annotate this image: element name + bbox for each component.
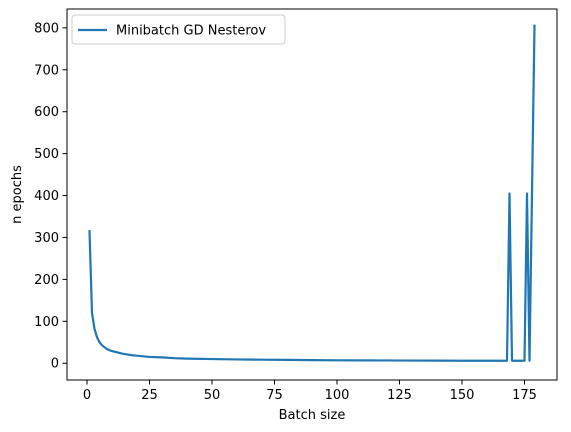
legend-box (71, 14, 286, 45)
axes: 0 25 50 75 100 125 150 175 0 100 200 300 400 500 600 70… (34, 8, 558, 403)
legend-label-series: Minibatch GD Nesterov (116, 24, 266, 39)
x-tick-label: 75 (266, 388, 283, 403)
y-tick-label: 0 (51, 357, 59, 372)
plot-area (88, 24, 536, 362)
y-tick-label: 800 (34, 21, 59, 36)
y-tick-label: 200 (34, 273, 59, 288)
x-tick-label: 0 (83, 388, 91, 403)
y-axis-label: n epochs (10, 165, 25, 224)
y-tick-label: 700 (34, 63, 59, 78)
x-axis-label: Batch size (279, 408, 346, 423)
plot-frame (66, 8, 558, 381)
y-tick-label: 300 (34, 231, 59, 246)
series-line-0 (88, 24, 536, 362)
y-tick-label: 400 (34, 189, 59, 204)
x-tick-label: 100 (325, 388, 350, 403)
x-tick-label: 25 (141, 388, 158, 403)
y-tick-label: 600 (34, 105, 59, 120)
y-tick-label: 500 (34, 147, 59, 162)
x-tick-label: 50 (204, 388, 221, 403)
y-tick-label: 100 (34, 315, 59, 330)
x-tick-label: 125 (387, 388, 412, 403)
x-tick-label: 150 (450, 388, 475, 403)
x-tick-label: 175 (512, 388, 537, 403)
legend: Minibatch GD Nesterov (71, 14, 286, 45)
